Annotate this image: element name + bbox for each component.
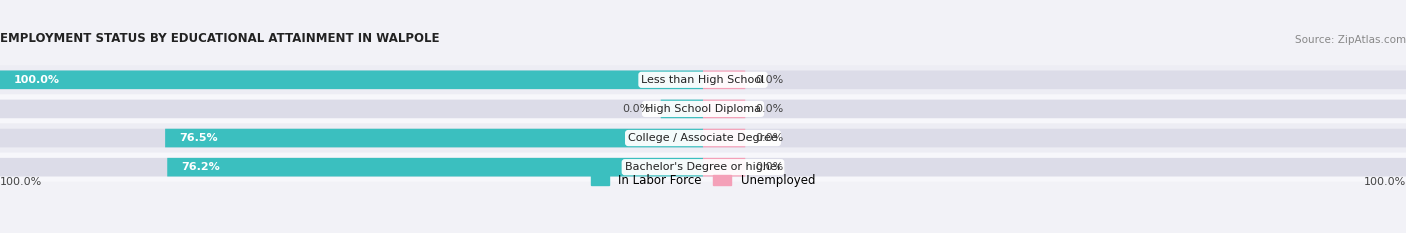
FancyBboxPatch shape: [0, 129, 703, 147]
FancyBboxPatch shape: [703, 158, 745, 177]
FancyBboxPatch shape: [0, 70, 703, 89]
Text: 0.0%: 0.0%: [756, 75, 785, 85]
Legend: In Labor Force, Unemployed: In Labor Force, Unemployed: [591, 174, 815, 187]
Text: College / Associate Degree: College / Associate Degree: [628, 133, 778, 143]
FancyBboxPatch shape: [703, 70, 745, 89]
FancyBboxPatch shape: [0, 65, 1406, 94]
Text: 0.0%: 0.0%: [756, 133, 785, 143]
FancyBboxPatch shape: [703, 100, 745, 118]
FancyBboxPatch shape: [703, 70, 1406, 89]
FancyBboxPatch shape: [167, 158, 703, 177]
FancyBboxPatch shape: [0, 123, 1406, 153]
Text: 76.2%: 76.2%: [181, 162, 221, 172]
FancyBboxPatch shape: [165, 129, 703, 147]
Text: 76.5%: 76.5%: [180, 133, 218, 143]
Text: Source: ZipAtlas.com: Source: ZipAtlas.com: [1295, 35, 1406, 45]
FancyBboxPatch shape: [0, 94, 1406, 123]
Text: Less than High School: Less than High School: [641, 75, 765, 85]
Text: 0.0%: 0.0%: [621, 104, 650, 114]
FancyBboxPatch shape: [703, 129, 745, 147]
FancyBboxPatch shape: [661, 100, 703, 118]
Text: High School Diploma: High School Diploma: [645, 104, 761, 114]
Text: Bachelor's Degree or higher: Bachelor's Degree or higher: [624, 162, 782, 172]
Text: 100.0%: 100.0%: [0, 177, 42, 187]
FancyBboxPatch shape: [0, 153, 1406, 182]
Text: 100.0%: 100.0%: [1364, 177, 1406, 187]
FancyBboxPatch shape: [0, 70, 703, 89]
Text: 0.0%: 0.0%: [756, 104, 785, 114]
Text: 0.0%: 0.0%: [756, 162, 785, 172]
Text: EMPLOYMENT STATUS BY EDUCATIONAL ATTAINMENT IN WALPOLE: EMPLOYMENT STATUS BY EDUCATIONAL ATTAINM…: [0, 32, 440, 45]
FancyBboxPatch shape: [703, 129, 1406, 147]
FancyBboxPatch shape: [703, 158, 1406, 177]
FancyBboxPatch shape: [0, 100, 703, 118]
Text: 100.0%: 100.0%: [14, 75, 60, 85]
FancyBboxPatch shape: [0, 158, 703, 177]
FancyBboxPatch shape: [703, 100, 1406, 118]
